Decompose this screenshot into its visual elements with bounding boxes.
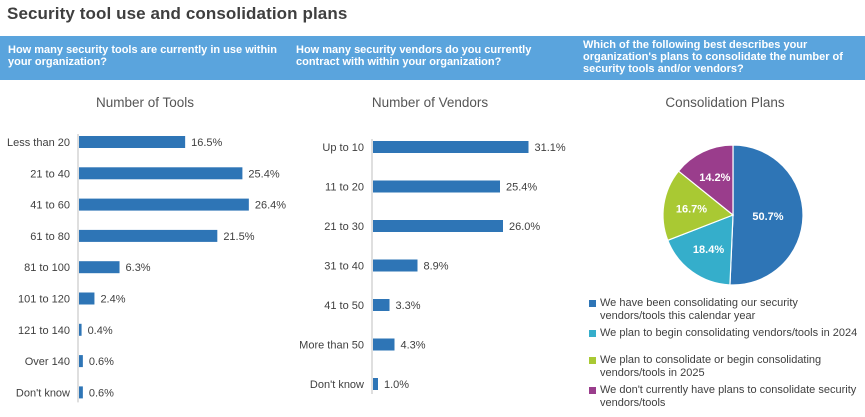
vendors-bar	[373, 220, 503, 232]
vendors-bar	[373, 180, 500, 193]
vendors-bar	[373, 378, 378, 390]
vendors-bar	[373, 141, 529, 153]
legend-item: We don't currently have plans to consoli…	[589, 384, 861, 410]
vendors-category-label: 41 to 50	[324, 300, 364, 312]
legend-label: We have been consolidating our security …	[600, 297, 798, 322]
consolidation-chart-title: Consolidation Plans	[665, 95, 785, 110]
legend-swatch	[589, 387, 596, 394]
legend-label: We don't currently have plans to consoli…	[600, 384, 857, 409]
tools-category-label: 101 to 120	[18, 294, 70, 306]
legend-swatch	[589, 330, 596, 337]
vendors-category-label: 11 to 20	[325, 182, 364, 194]
tools-value-label: 21.5%	[223, 231, 254, 243]
tools-category-label: 41 to 60	[30, 200, 70, 212]
legend-label: We plan to begin consolidating vendors/t…	[600, 327, 858, 339]
tools-value-label: 25.4%	[248, 168, 279, 180]
tools-bar	[79, 292, 95, 305]
vendors-category-label: 21 to 30	[324, 221, 364, 233]
tools-bar	[79, 323, 82, 336]
question-tools: How many security tools are currently in…	[8, 44, 277, 68]
tools-category-label: 81 to 100	[24, 262, 70, 274]
vendors-value-label: 26.0%	[509, 221, 540, 233]
vendors-bar	[373, 299, 390, 311]
pie-slice-label: 18.4%	[693, 244, 724, 256]
tools-category-label: 61 to 80	[30, 231, 70, 243]
pie-slice-label: 16.7%	[676, 204, 707, 216]
tools-value-label: 26.4%	[255, 200, 286, 212]
question-vendors: How many security vendors do you current…	[296, 44, 532, 68]
question-banner: How many security tools are currently in…	[0, 36, 865, 80]
pie-slice	[729, 144, 804, 286]
tools-category-label: Don't know	[16, 387, 70, 399]
tools-bar	[79, 355, 83, 368]
vendors-chart-title: Number of Vendors	[371, 95, 489, 110]
vendors-value-label: 8.9%	[424, 261, 449, 273]
tools-category-label: Less than 20	[7, 137, 70, 149]
tools-category-label: 21 to 40	[30, 168, 70, 180]
tools-bar	[79, 386, 83, 399]
tools-value-label: 0.4%	[88, 325, 113, 337]
tools-value-label: 6.3%	[126, 262, 151, 274]
legend-item: We plan to begin consolidating vendors/t…	[589, 327, 857, 340]
vendors-value-label: 4.3%	[401, 340, 426, 352]
vendors-category-label: More than 50	[299, 340, 364, 352]
tools-bar	[79, 198, 249, 211]
vendors-value-label: 3.3%	[396, 300, 421, 312]
pie-slice	[662, 170, 735, 242]
tools-bar	[79, 261, 120, 274]
tools-value-label: 2.4%	[100, 294, 125, 306]
vendors-category-label: Up to 10	[322, 142, 364, 154]
legend-item: We plan to consolidate or begin consolid…	[589, 354, 861, 380]
vendors-value-label: 1.0%	[384, 379, 409, 391]
tools-bar	[79, 167, 243, 180]
vendors-category-label: Don't know	[310, 379, 364, 391]
tools-value-label: 0.6%	[89, 387, 114, 399]
vendors-bar	[373, 259, 418, 272]
tools-category-label: 121 to 140	[18, 325, 70, 337]
tools-value-label: 0.6%	[89, 356, 114, 368]
pie-slice-label: 14.2%	[699, 172, 730, 184]
tools-value-label: 16.5%	[191, 137, 222, 149]
tools-bar	[79, 229, 218, 242]
pie-slice	[677, 144, 734, 217]
pie-slice	[666, 214, 734, 286]
vendors-category-label: 31 to 40	[324, 261, 364, 273]
legend-swatch	[589, 300, 596, 307]
vendors-bar	[373, 338, 395, 351]
legend-label: We plan to consolidate or begin consolid…	[600, 354, 822, 379]
vendors-value-label: 25.4%	[506, 182, 537, 194]
pie-slice-label: 50.7%	[752, 211, 783, 223]
legend-item: We have been consolidating our security …	[589, 297, 861, 323]
page-title: Security tool use and consolidation plan…	[7, 4, 348, 23]
question-consolidation: Which of the following best describes yo…	[583, 39, 843, 75]
tools-bar	[79, 136, 186, 148]
vendors-value-label: 31.1%	[535, 142, 566, 154]
legend-swatch	[589, 357, 596, 364]
tools-category-label: Over 140	[25, 356, 70, 368]
tools-chart-title: Number of Tools	[95, 95, 195, 110]
